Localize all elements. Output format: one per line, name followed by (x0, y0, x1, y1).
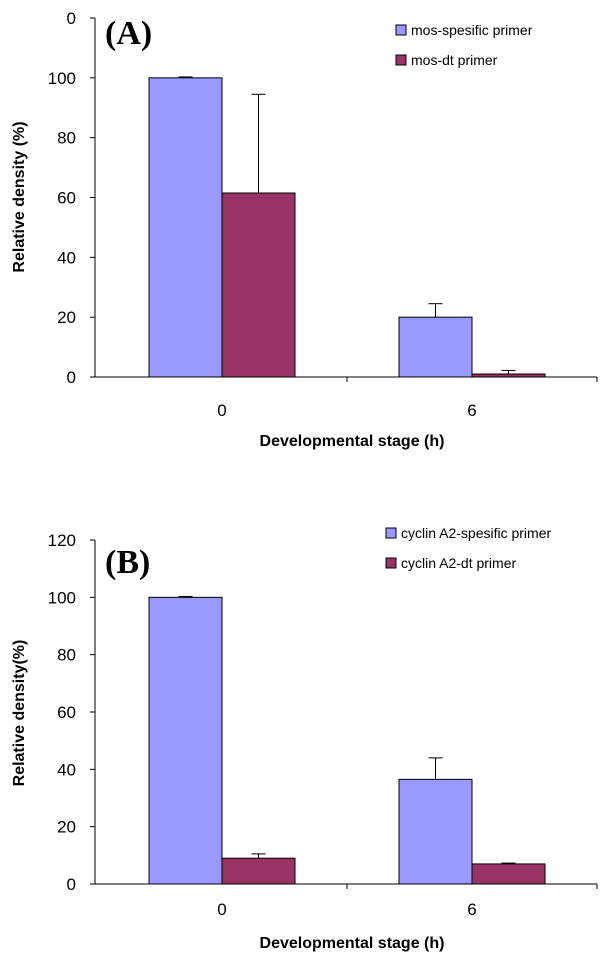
y-tick-label: 100 (48, 588, 76, 607)
legend-swatch (385, 527, 397, 539)
legend-label: mos-dt primer (411, 52, 498, 68)
legend-label: mos-spesific primer (411, 22, 533, 38)
y-axis-title: Relative density (%) (11, 121, 28, 272)
bar-spesific-0h (148, 596, 223, 885)
bar-spesific-6h (398, 778, 473, 885)
bar-spesific-6h (398, 316, 473, 378)
x-tick-label: 6 (467, 401, 476, 420)
chart-panel-b: 0 20 40 60 80 100 120 0 6 (B) Relative density(%) D… (11, 525, 598, 952)
legend-swatch (395, 54, 407, 66)
bar-dt-0h (221, 857, 296, 885)
chart-panel-a: 0 20 40 60 80 100 0 0 6 (A) Relative density (%) De… (11, 9, 598, 450)
y-axis-title: Relative density(%) (11, 640, 28, 787)
panel-label: (B) (105, 544, 150, 581)
legend-swatch (385, 557, 397, 569)
y-tick-label: 20 (57, 308, 76, 327)
y-tick-label: 80 (57, 646, 76, 665)
y-tick-label: 0 (67, 368, 76, 387)
x-axis-title: Developmental stage (h) (260, 935, 445, 952)
y-tick-label: 20 (57, 818, 76, 837)
y-tick-label: 100 (48, 69, 76, 88)
panel-label: (A) (105, 15, 152, 52)
y-tick-label: 0 (67, 9, 76, 28)
x-tick-label: 0 (217, 900, 226, 919)
y-tick-label: 60 (57, 189, 76, 208)
bar-spesific-0h (148, 77, 223, 378)
y-tick-label: 40 (57, 248, 76, 267)
bar-dt-0h (221, 192, 296, 378)
x-tick-label: 0 (217, 401, 226, 420)
bar-dt-6h (471, 863, 546, 885)
legend-swatch (395, 24, 407, 36)
y-tick-label: 40 (57, 760, 76, 779)
legend-label: cyclin A2-dt primer (401, 555, 516, 571)
x-axis-title: Developmental stage (h) (260, 433, 445, 450)
x-tick-label: 6 (467, 900, 476, 919)
y-tick-label: 80 (57, 129, 76, 148)
y-tick-label: 60 (57, 703, 76, 722)
y-tick-label: 0 (67, 875, 76, 894)
legend-label: cyclin A2-spesific primer (401, 525, 551, 541)
bar-dt-6h (471, 373, 546, 378)
y-tick-label: 120 (48, 531, 76, 550)
